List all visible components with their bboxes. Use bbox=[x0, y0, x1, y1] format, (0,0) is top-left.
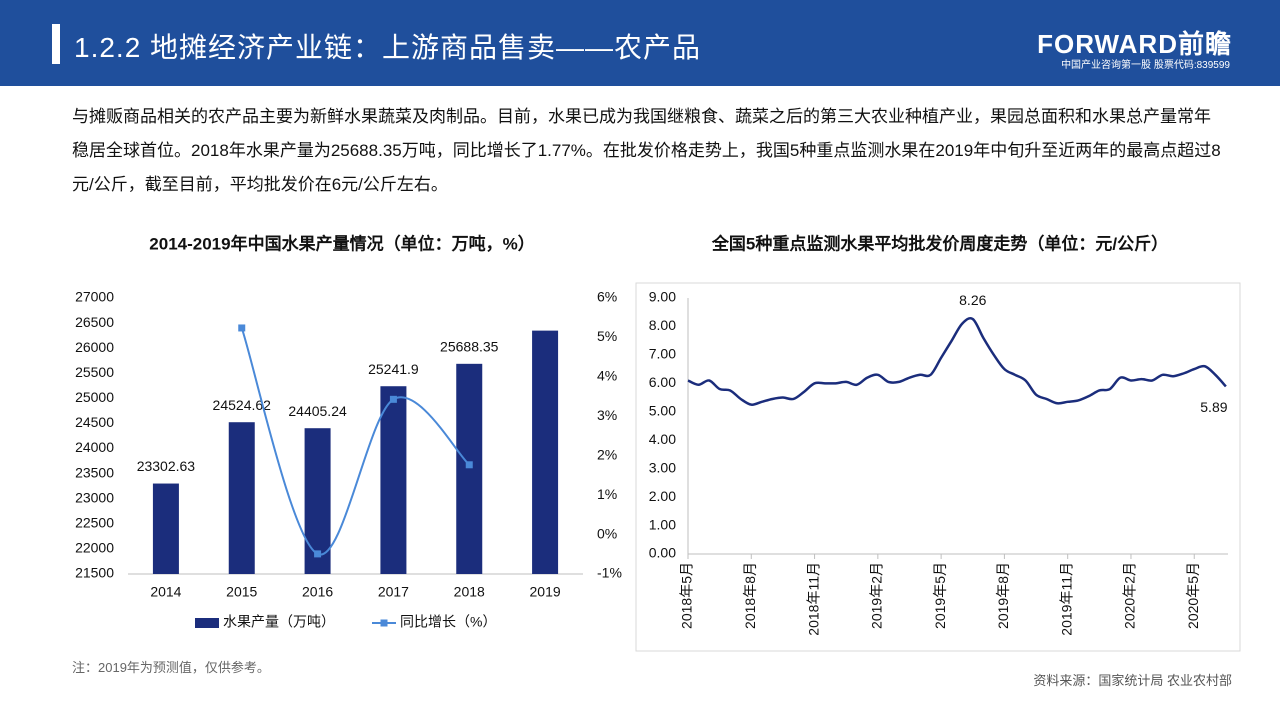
data-label: 23302.63 bbox=[137, 458, 196, 474]
x-tick-label: 2018年11月 bbox=[805, 562, 821, 636]
chart-frame bbox=[635, 282, 1241, 652]
data-label: 25241.9 bbox=[368, 361, 419, 377]
y2-tick-label: -1% bbox=[597, 565, 622, 581]
logo-subtitle: 中国产业咨询第一股 股票代码:839599 bbox=[1061, 60, 1230, 71]
y-tick-label: 6.00 bbox=[649, 374, 676, 390]
bar bbox=[152, 483, 179, 574]
y-tick-label: 25500 bbox=[75, 364, 114, 380]
y-tick-label: 8.00 bbox=[649, 317, 676, 333]
price-line bbox=[687, 317, 1227, 406]
x-tick-label: 2019年5月 bbox=[932, 562, 948, 629]
x-tick-label: 2020年5月 bbox=[1185, 562, 1201, 629]
x-tick-label: 2015 bbox=[226, 584, 257, 600]
data-label: 5.89 bbox=[1200, 399, 1227, 415]
source: 资料来源：国家统计局 农业农村部 bbox=[1033, 673, 1232, 688]
x-tick-label: 2018年5月 bbox=[679, 562, 695, 629]
data-label: 25688.35 bbox=[440, 339, 499, 355]
legend-label: 同比增长（%） bbox=[400, 614, 496, 630]
y-tick-label: 24500 bbox=[75, 414, 114, 430]
bar bbox=[380, 386, 407, 574]
footnote: 注：2019年为预测值，仅供参考。 bbox=[72, 660, 270, 675]
y-tick-label: 2.00 bbox=[649, 488, 676, 504]
x-tick-label: 2018 bbox=[454, 584, 485, 600]
data-label: 24524.62 bbox=[213, 397, 272, 413]
y-tick-label: 1.00 bbox=[649, 516, 676, 532]
header-accent bbox=[52, 24, 60, 64]
x-tick-label: 2019 bbox=[530, 584, 561, 600]
y2-tick-label: 1% bbox=[597, 486, 617, 502]
y-tick-label: 26000 bbox=[75, 339, 114, 355]
y-tick-label: 0.00 bbox=[649, 545, 676, 561]
y2-tick-label: 6% bbox=[597, 289, 617, 305]
growth-marker bbox=[314, 550, 322, 558]
bar bbox=[304, 428, 331, 574]
y-tick-label: 7.00 bbox=[649, 346, 676, 362]
slide-title: 1.2.2 地摊经济产业链：上游商品售卖——农产品 bbox=[74, 32, 702, 63]
x-tick-label: 2018年8月 bbox=[742, 562, 758, 629]
y-tick-label: 9.00 bbox=[649, 289, 676, 305]
growth-line bbox=[240, 327, 470, 556]
legend-marker bbox=[380, 619, 388, 627]
growth-marker bbox=[389, 395, 397, 403]
y-tick-label: 23000 bbox=[75, 489, 114, 505]
data-label: 8.26 bbox=[959, 292, 986, 308]
y-tick-label: 22500 bbox=[75, 515, 114, 531]
x-tick-label: 2020年2月 bbox=[1122, 562, 1138, 629]
x-tick-label: 2019年8月 bbox=[995, 562, 1011, 629]
x-tick-label: 2019年11月 bbox=[1058, 562, 1074, 636]
bar bbox=[228, 422, 255, 574]
x-tick-label: 2014 bbox=[150, 584, 181, 600]
y2-tick-label: 3% bbox=[597, 407, 617, 423]
y-tick-label: 24000 bbox=[75, 439, 114, 455]
intro-text: 与摊贩商品相关的农产品主要为新鲜水果蔬菜及肉制品。目前，水果已成为我国继粮食、蔬… bbox=[72, 107, 1221, 194]
y2-tick-label: 4% bbox=[597, 368, 617, 384]
y2-tick-label: 5% bbox=[597, 328, 617, 344]
x-tick-label: 2016 bbox=[302, 584, 333, 600]
bar bbox=[456, 363, 483, 574]
y-tick-label: 25000 bbox=[75, 389, 114, 405]
y-tick-label: 4.00 bbox=[649, 431, 676, 447]
y2-tick-label: 2% bbox=[597, 446, 617, 462]
chart-title: 2014-2019年中国水果产量情况（单位：万吨，%） bbox=[149, 233, 534, 253]
y-tick-label: 23500 bbox=[75, 464, 114, 480]
data-label: 24405.24 bbox=[288, 403, 347, 419]
x-tick-label: 2019年2月 bbox=[869, 562, 885, 629]
y-tick-label: 5.00 bbox=[649, 402, 676, 418]
y2-tick-label: 0% bbox=[597, 525, 617, 541]
legend-label: 水果产量（万吨） bbox=[223, 614, 335, 630]
y-tick-label: 27000 bbox=[75, 289, 114, 305]
y-tick-label: 26500 bbox=[75, 314, 114, 330]
growth-marker bbox=[465, 461, 473, 469]
header-band: 1.2.2 地摊经济产业链：上游商品售卖——农产品 FORWARD前瞻 中国产业… bbox=[0, 0, 1280, 86]
y-tick-label: 3.00 bbox=[649, 459, 676, 475]
legend-swatch bbox=[195, 618, 219, 628]
x-tick-label: 2017 bbox=[378, 584, 409, 600]
growth-marker bbox=[238, 324, 246, 332]
y-tick-label: 21500 bbox=[75, 565, 114, 581]
bar bbox=[532, 330, 559, 574]
y-tick-label: 22000 bbox=[75, 540, 114, 556]
chart-title: 全国5种重点监测水果平均批发价周度走势（单位：元/公斤） bbox=[711, 233, 1168, 253]
logo: FORWARD前瞻 bbox=[1037, 29, 1232, 59]
